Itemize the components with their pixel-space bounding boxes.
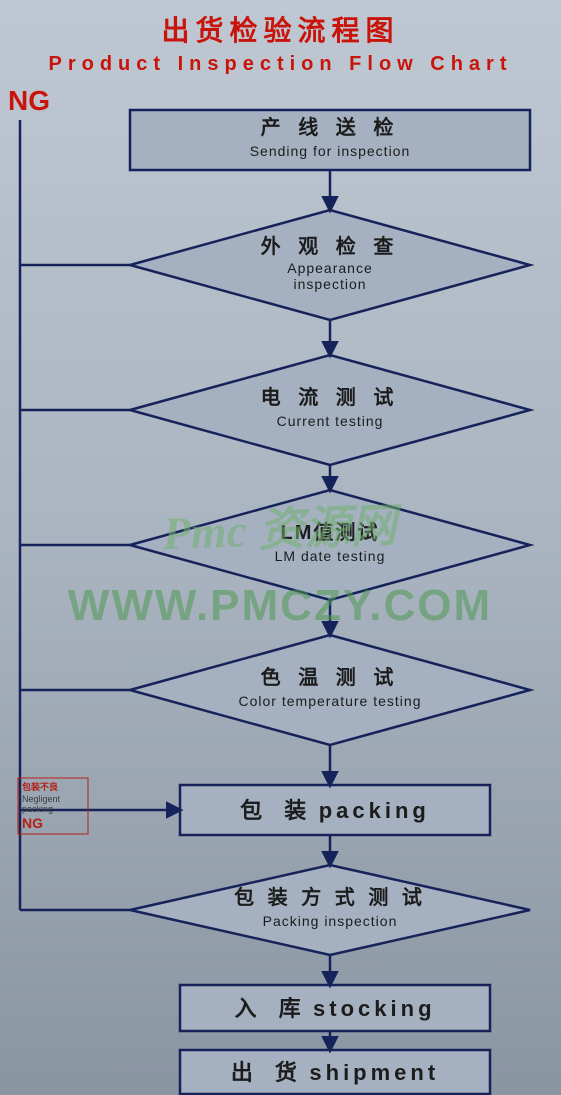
node-n9: 出 货 shipment [180, 1050, 490, 1094]
svg-text:外 观 检 查: 外 观 检 查 [261, 234, 400, 258]
svg-text:WWW.PMCZY.COM: WWW.PMCZY.COM [68, 581, 492, 630]
svg-text:Pmc 资源网: Pmc 资源网 [161, 500, 403, 559]
svg-text:出 货 shipment: 出 货 shipment [231, 1060, 439, 1085]
svg-text:Packing inspection: Packing inspection [263, 913, 398, 929]
svg-text:产 线 送 检: 产 线 送 检 [261, 115, 400, 139]
svg-text:inspection: inspection [293, 276, 366, 292]
svg-text:包装不良: 包装不良 [21, 781, 58, 792]
svg-text:Color temperature testing: Color temperature testing [239, 693, 422, 709]
node-n6: 包 装 packing [180, 785, 490, 835]
node-n1: 产 线 送 检 Sending for inspection [130, 110, 530, 170]
title-cn: 出货检验流程图 [161, 14, 399, 46]
svg-text:包 装 方 式 测 试: 包 装 方 式 测 试 [234, 885, 426, 909]
svg-text:电 流 测 试: 电 流 测 试 [261, 385, 400, 409]
svg-text:Negligent: Negligent [22, 794, 61, 804]
svg-text:Current testing: Current testing [277, 413, 384, 429]
svg-text:NG: NG [22, 815, 43, 831]
svg-text:色 温 测 试: 色 温 测 试 [261, 665, 400, 689]
title-en: Product Inspection Flow Chart [48, 53, 512, 75]
svg-text:Appearance: Appearance [287, 260, 373, 276]
svg-text:包 装 packing: 包 装 packing [240, 798, 430, 823]
node-n8: 入 库 stocking [180, 985, 490, 1031]
svg-text:Sending for inspection: Sending for inspection [250, 143, 411, 159]
svg-text:packing: packing [22, 804, 53, 814]
ng-label: NG [8, 85, 50, 116]
svg-text:入 库 stocking: 入 库 stocking [234, 996, 435, 1021]
